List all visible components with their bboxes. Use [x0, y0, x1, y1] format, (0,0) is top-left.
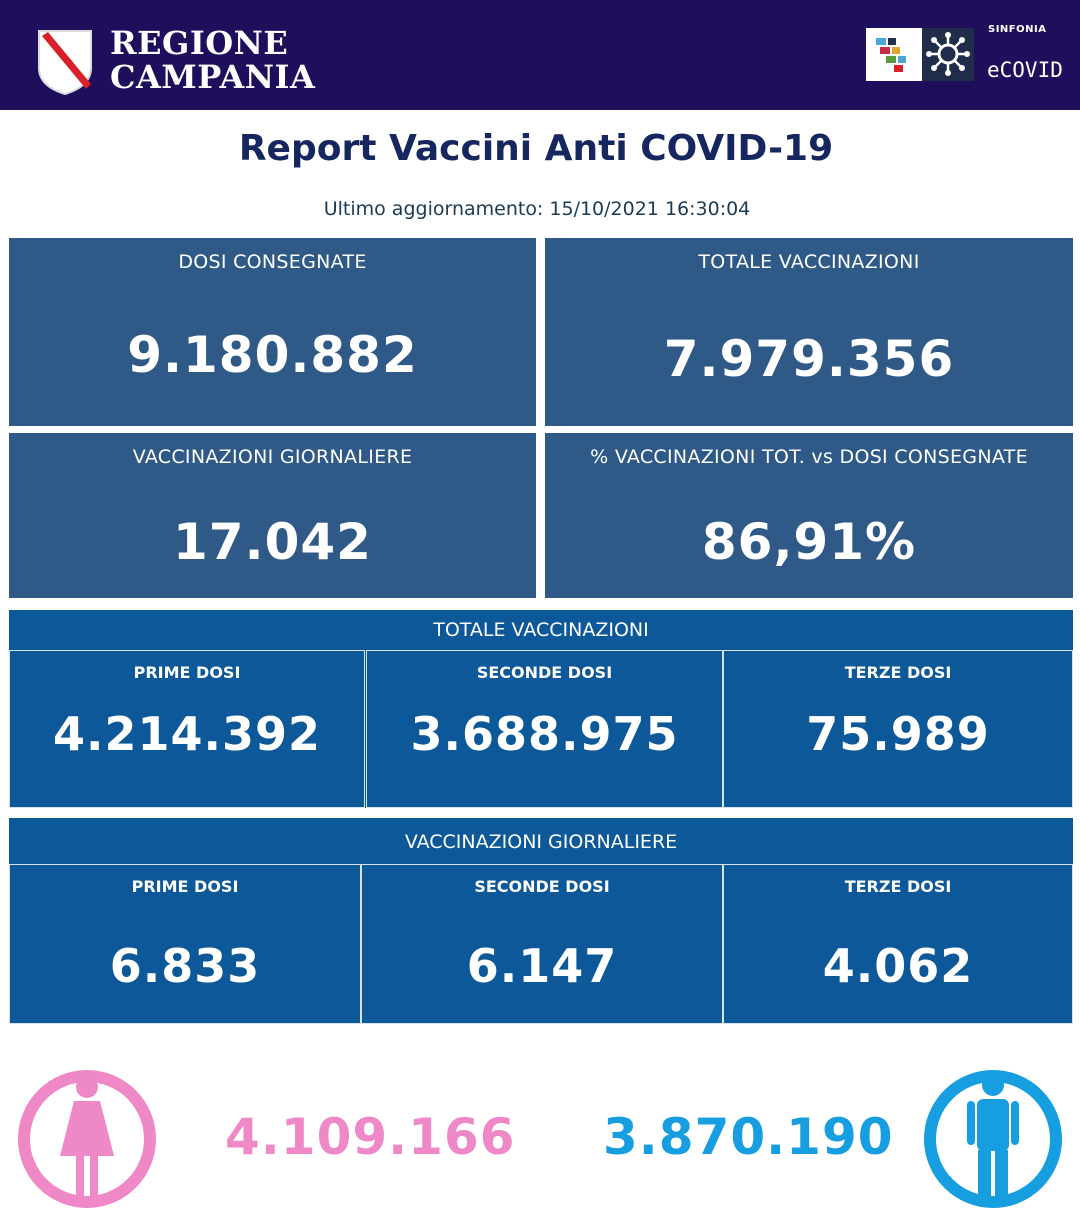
cell-label: PRIME DOSI — [131, 877, 239, 896]
page-title: Report Vaccini Anti COVID-19 — [238, 128, 834, 169]
card-value: 86,91% — [701, 513, 917, 571]
cell-value: 6.147 — [466, 939, 618, 993]
female-icon — [18, 1070, 156, 1208]
total-third-doses: TERZE DOSI 75.989 — [723, 650, 1073, 808]
cell-label: SECONDE DOSI — [474, 877, 610, 896]
partner-name: eCOVID — [987, 58, 1063, 82]
card-value: 17.042 — [173, 513, 372, 571]
card-label: VACCINAZIONI GIORNALIERE — [132, 446, 413, 468]
card-label: % VACCINAZIONI TOT. vs DOSI CONSEGNATE — [590, 446, 1028, 468]
male-vaccinations-value: 3.870.190 — [603, 1108, 894, 1166]
campania-crest-icon — [38, 30, 92, 96]
sinfonia-mark-icon — [876, 38, 906, 72]
card-total-vaccinations: TOTALE VACCINAZIONI 7.979.356 — [545, 238, 1073, 426]
daily-second-doses: SECONDE DOSI 6.147 — [361, 864, 723, 1024]
cell-label: PRIME DOSI — [133, 663, 241, 682]
male-icon — [924, 1070, 1062, 1208]
cell-value: 6.833 — [109, 939, 261, 993]
total-first-doses: PRIME DOSI 4.214.392 — [9, 650, 365, 808]
daily-third-doses: TERZE DOSI 4.062 — [723, 864, 1073, 1024]
card-label: DOSI CONSEGNATE — [178, 251, 367, 273]
card-value: 7.979.356 — [663, 330, 955, 388]
virus-icon — [922, 28, 974, 81]
female-vaccinations-value: 4.109.166 — [225, 1108, 516, 1166]
daily-first-doses: PRIME DOSI 6.833 — [9, 864, 361, 1024]
total-second-doses: SECONDE DOSI 3.688.975 — [366, 650, 723, 808]
cell-value: 3.688.975 — [410, 707, 679, 761]
last-update: Ultimo aggiornamento: 15/10/2021 16:30:0… — [323, 198, 751, 220]
cell-label: TERZE DOSI — [844, 663, 952, 682]
region-line-2: CAMPANIA — [110, 58, 316, 96]
cell-value: 4.214.392 — [53, 707, 321, 761]
card-daily-vaccinations: VACCINAZIONI GIORNALIERE 17.042 — [9, 433, 536, 598]
card-delivered-doses: DOSI CONSEGNATE 9.180.882 — [9, 238, 536, 426]
section-title: TOTALE VACCINAZIONI — [433, 619, 649, 641]
cell-label: TERZE DOSI — [844, 877, 952, 896]
region-line-1: REGIONE — [110, 24, 289, 62]
section-title: VACCINAZIONI GIORNALIERE — [404, 831, 678, 853]
cell-value: 4.062 — [822, 939, 974, 993]
cell-value: 75.989 — [806, 707, 990, 761]
card-label: TOTALE VACCINAZIONI — [698, 251, 920, 273]
cell-label: SECONDE DOSI — [476, 663, 613, 682]
partner-small-label: SINFONIA — [988, 24, 1047, 35]
card-value: 9.180.882 — [127, 326, 418, 384]
card-percent-vaccinations: % VACCINAZIONI TOT. vs DOSI CONSEGNATE 8… — [545, 433, 1073, 598]
region-name: REGIONE CAMPANIA — [110, 26, 315, 94]
